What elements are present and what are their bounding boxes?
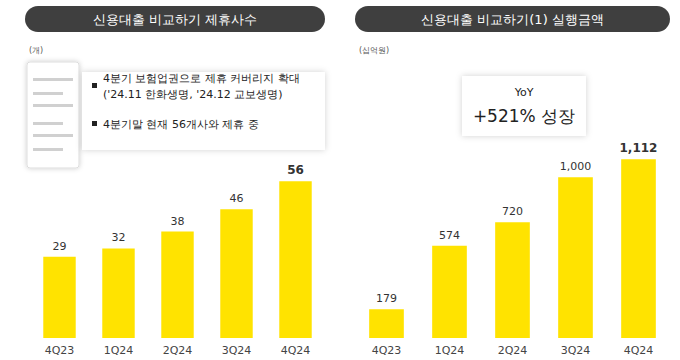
- svg-text:4Q24: 4Q24: [281, 344, 311, 357]
- svg-text:2Q24: 2Q24: [498, 344, 528, 357]
- svg-text:179: 179: [376, 292, 397, 305]
- svg-text:4분기말 현재 56개사와 제휴 중: 4분기말 현재 56개사와 제휴 중: [103, 118, 259, 131]
- svg-text:574: 574: [439, 229, 460, 242]
- svg-text:+521% 성장: +521% 성장: [473, 106, 575, 126]
- svg-text:720: 720: [502, 205, 523, 218]
- svg-text:1Q24: 1Q24: [104, 344, 134, 357]
- svg-text:1Q24: 1Q24: [435, 344, 465, 357]
- svg-text:1,000: 1,000: [560, 160, 592, 173]
- svg-text:4Q23: 4Q23: [372, 344, 402, 357]
- svg-text:32: 32: [112, 231, 126, 244]
- svg-text:('24.11 한화생명, '24.12 교보생명): ('24.11 한화생명, '24.12 교보생명): [103, 88, 283, 101]
- svg-text:3Q24: 3Q24: [222, 344, 252, 357]
- svg-text:46: 46: [230, 192, 244, 205]
- svg-text:(개): (개): [29, 46, 43, 55]
- svg-text:4Q24: 4Q24: [624, 344, 654, 357]
- svg-text:29: 29: [53, 240, 67, 253]
- svg-text:1,112: 1,112: [620, 141, 658, 155]
- svg-text:2Q24: 2Q24: [163, 344, 193, 357]
- svg-text:38: 38: [171, 215, 185, 228]
- svg-text:4분기 보험업권으로 제휴 커버리지 확대: 4분기 보험업권으로 제휴 커버리지 확대: [103, 72, 300, 85]
- svg-text:3Q24: 3Q24: [561, 344, 591, 357]
- svg-text:(십억원): (십억원): [359, 46, 389, 55]
- svg-text:신용대출 비교하기(1) 실행금액: 신용대출 비교하기(1) 실행금액: [421, 12, 604, 27]
- svg-text:4Q23: 4Q23: [45, 344, 75, 357]
- svg-text:신용대출 비교하기 제휴사수: 신용대출 비교하기 제휴사수: [93, 12, 257, 27]
- svg-text:56: 56: [287, 163, 304, 177]
- svg-text:YoY: YoY: [514, 86, 534, 99]
